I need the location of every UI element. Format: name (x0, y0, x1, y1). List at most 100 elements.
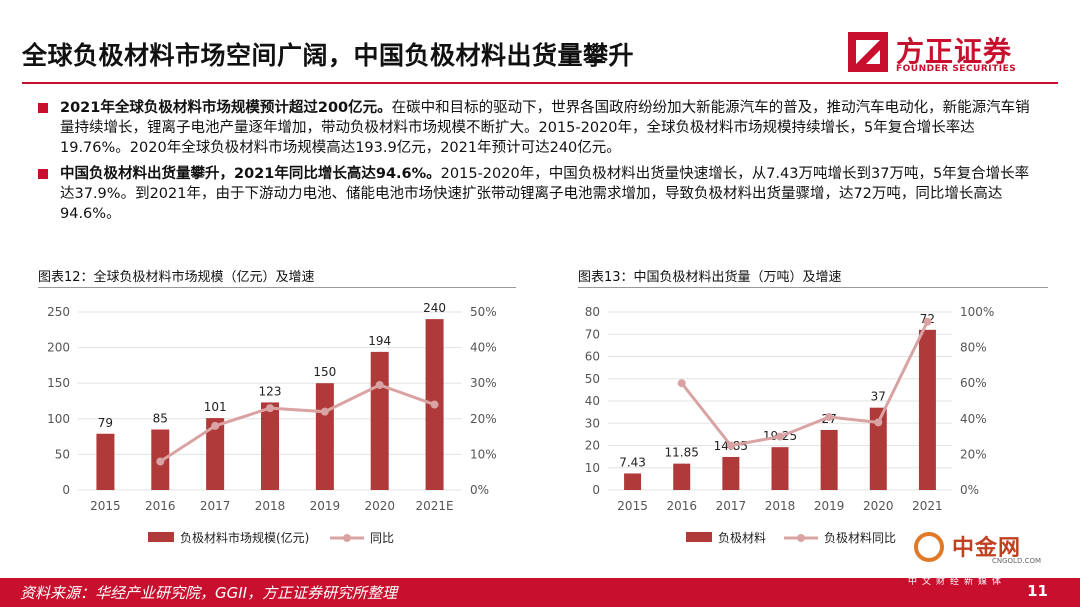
x-tick-label: 2018 (765, 499, 796, 513)
title-divider (22, 82, 1058, 84)
bar-value-label: 240 (423, 301, 446, 315)
bar (722, 456, 740, 490)
bar (261, 402, 279, 490)
growth-line (680, 320, 929, 448)
chart-global-market: 0 50 100 150 200 250 0% 10% 20% 30% 40% 50% 79 85 101 1… (47, 301, 497, 545)
bar-value-label: 194 (368, 334, 391, 348)
watermark-domain: CNGOLD.COM (992, 557, 1042, 565)
y-left-tick-label: 0 (592, 483, 600, 497)
bar-value-label: 123 (259, 384, 282, 398)
brand-logo: 方正证券 FOUNDER SECURITIES (846, 30, 1026, 80)
bar-value-label: 150 (313, 365, 336, 379)
y-right-tick-label: 50% (470, 305, 497, 319)
y-left-tick-label: 150 (47, 376, 70, 390)
legend-bar-swatch (686, 532, 712, 542)
bar (869, 407, 887, 490)
x-tick-label: 2016 (666, 499, 697, 513)
bar (771, 447, 789, 490)
summary-bullets: 2021年全球负极材料市场规模预计超过200亿元。在碳中和目标的驱动下，世界各国… (38, 98, 1038, 230)
y-left-tick-label: 30 (585, 416, 600, 430)
y-left-tick-label: 80 (585, 305, 600, 319)
bar-value-label: 85 (153, 411, 168, 425)
chart-title-global-market: 图表12：全球负极材料市场规模（亿元）及增速 (38, 270, 315, 285)
chart-title-china-shipments: 图表13：中国负极材料出货量（万吨）及增速 (578, 270, 842, 285)
bullet-headline: 2021年全球负极材料市场规模预计超过200亿元。 (60, 100, 392, 116)
growth-point (320, 407, 329, 416)
y-left-tick-label: 10 (585, 461, 600, 475)
growth-point (430, 400, 439, 409)
bar-value-label: 37 (871, 390, 886, 404)
legend-line-label: 同比 (370, 531, 394, 545)
watermark-subtitle: 中文财经新媒体 (908, 577, 1007, 587)
growth-point (776, 432, 784, 441)
y-right-tick-label: 100% (960, 305, 994, 319)
y-right-tick-label: 60% (960, 376, 987, 390)
bullet-headline: 中国负极材料出货量攀升，2021年同比增长高达94.6%。 (60, 166, 441, 182)
bar (624, 473, 642, 490)
growth-point (266, 404, 274, 413)
bar (315, 383, 334, 490)
legend-line-label: 负极材料同比 (824, 531, 896, 545)
page-number: 11 (1027, 582, 1048, 600)
footer-bar: 资料来源：华经产业研究院，GGII，方正证券研究所整理 中文财经新媒体 11 (0, 577, 1080, 607)
y-right-tick-label: 20% (960, 447, 987, 461)
bar-value-label: 101 (204, 400, 227, 414)
y-right-tick-label: 0% (470, 483, 489, 497)
y-left-tick-label: 20 (585, 439, 600, 453)
bullet-square-icon (38, 169, 48, 179)
growth-point (825, 413, 834, 422)
bar (96, 433, 115, 490)
x-tick-label: 2017 (200, 499, 231, 513)
legend-bar-label: 负极材料市场规模(亿元) (180, 530, 309, 545)
bar (673, 463, 691, 490)
y-left-tick-label: 250 (47, 305, 70, 319)
y-right-tick-label: 30% (470, 376, 497, 390)
bullet-square-icon (38, 103, 48, 113)
x-tick-label: 2020 (863, 499, 894, 513)
x-tick-label: 2018 (255, 499, 286, 513)
growth-point (375, 380, 384, 389)
x-tick-label: 2019 (814, 499, 845, 513)
y-left-tick-label: 50 (55, 447, 70, 461)
y-right-tick-label: 80% (960, 341, 987, 355)
bullet-item: 中国负极材料出货量攀升，2021年同比增长高达94.6%。2015-2020年，… (38, 164, 1038, 224)
y-right-tick-label: 40% (470, 341, 497, 355)
y-left-tick-label: 100 (47, 412, 70, 426)
bar-value-label: 79 (98, 416, 113, 430)
legend-bar-label: 负极材料 (718, 531, 766, 545)
x-tick-label: 2015 (617, 499, 648, 513)
bullet-body: 在碳中和目标的驱动下，世界各国政府纷纷加大新能源汽车的普及，推动汽车电动化，新能… (60, 100, 1030, 156)
x-tick-label: 2020 (364, 499, 395, 513)
y-left-tick-label: 40 (585, 394, 600, 408)
growth-line (159, 383, 436, 463)
x-tick-label: 2016 (145, 499, 176, 513)
source-note: 资料来源：华经产业研究院，GGII，方正证券研究所整理 (20, 584, 398, 602)
x-tick-label: 2021E (416, 499, 454, 513)
growth-point (677, 379, 686, 388)
legend-line-marker (797, 534, 805, 542)
y-right-tick-label: 40% (960, 412, 987, 426)
chart-title-divider (38, 287, 516, 288)
founder-logo-icon (848, 32, 888, 72)
y-left-tick-label: 0 (62, 483, 70, 497)
chart-china-shipments: 0 10 20 30 40 50 60 70 80 0% 20% 40% 60% 80% 100% 7.43 1… (585, 305, 995, 545)
x-tick-label: 2019 (310, 499, 341, 513)
y-right-tick-label: 0% (960, 483, 979, 497)
watermark: 中金网 CNGOLD.COM (914, 530, 1064, 578)
watermark-text: 中金网 (952, 536, 1022, 561)
logo-text-cn: 方正证券 (896, 35, 1013, 68)
bullet-body: 2015-2020年，中国负极材料出货量快速增长，从7.43万吨增长到37万吨，… (60, 166, 1030, 222)
legend-bar-swatch (148, 532, 174, 542)
bar-value-label: 7.43 (619, 455, 646, 469)
watermark-logo-icon (914, 532, 944, 562)
y-left-tick-label: 70 (585, 327, 600, 341)
growth-point (726, 441, 735, 450)
x-tick-label: 2021 (912, 499, 943, 513)
bar (206, 418, 225, 490)
y-left-tick-label: 200 (47, 341, 70, 355)
legend-line-marker (343, 534, 351, 542)
bar-value-label: 11.85 (665, 446, 699, 460)
growth-point (874, 418, 883, 427)
logo-text-en: FOUNDER SECURITIES (896, 64, 1017, 74)
y-left-tick-label: 50 (585, 372, 600, 386)
